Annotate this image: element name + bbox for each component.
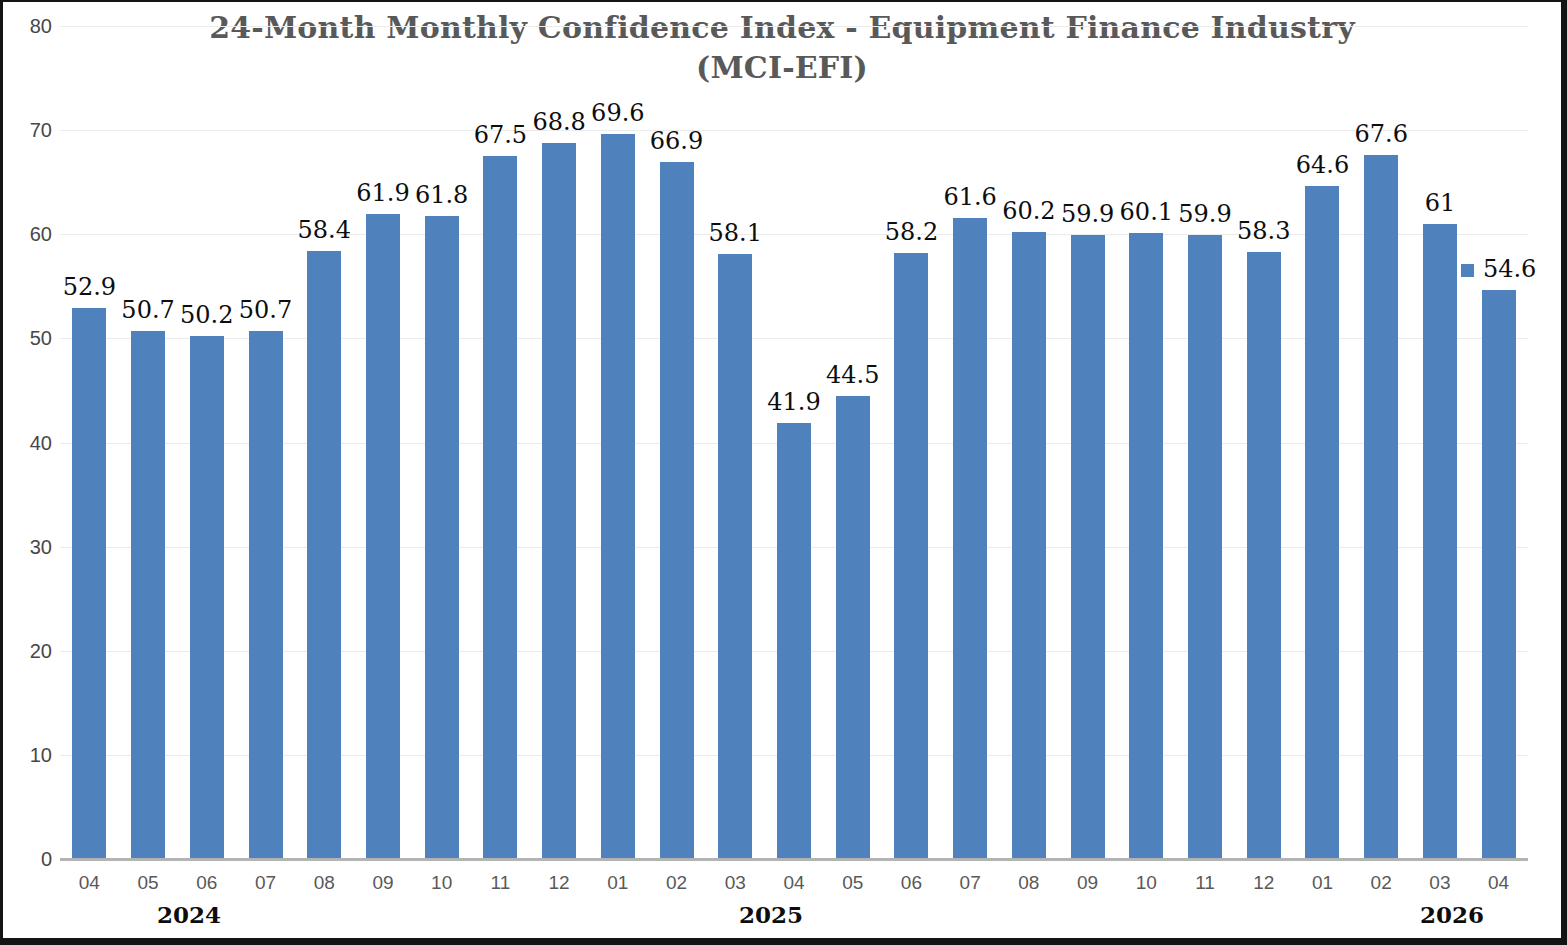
bar-10-18 (1129, 233, 1163, 859)
x-tick-label-02-10: 02 (647, 872, 707, 894)
y-axis-tick-label-60: 60 (6, 223, 52, 246)
y-axis-tick-label-70: 70 (6, 119, 52, 142)
y-axis-tick-label-0: 0 (6, 848, 52, 871)
x-tick-label-06-14: 06 (881, 872, 941, 894)
x-tick-label-01-9: 01 (588, 872, 648, 894)
bar-03-23 (1423, 224, 1457, 859)
x-tick-label-10-6: 10 (412, 872, 472, 894)
x-tick-label-12-8: 12 (529, 872, 589, 894)
bar-04-24 (1482, 290, 1516, 859)
bar-value-label: 61 (1375, 189, 1505, 217)
bar-value-label: 67.6 (1316, 120, 1446, 148)
year-label-2026: 2026 (1392, 901, 1512, 928)
y-axis-tick-label-40: 40 (6, 431, 52, 454)
x-tick-label-09-17: 09 (1058, 872, 1118, 894)
x-tick-label-06-2: 06 (177, 872, 237, 894)
bar-04-12 (777, 423, 811, 859)
x-tick-label-05-1: 05 (118, 872, 178, 894)
x-tick-label-08-16: 08 (999, 872, 1059, 894)
bar-value-label: 58.1 (670, 219, 800, 247)
bar-01-9 (601, 134, 635, 859)
bar-11-19 (1188, 235, 1222, 859)
x-tick-label-04-0: 04 (59, 872, 119, 894)
bar-06-14 (894, 253, 928, 859)
bar-05-13 (836, 396, 870, 859)
x-tick-label-11-19: 11 (1175, 872, 1235, 894)
y-axis-tick-label-10: 10 (6, 743, 52, 766)
x-tick-label-04-24: 04 (1469, 872, 1529, 894)
bar-11-7 (483, 156, 517, 859)
x-tick-label-08-4: 08 (294, 872, 354, 894)
bar-01-21 (1305, 186, 1339, 859)
x-tick-label-09-5: 09 (353, 872, 413, 894)
x-tick-label-12-20: 12 (1234, 872, 1294, 894)
bar-09-17 (1071, 235, 1105, 859)
x-tick-label-03-23: 03 (1410, 872, 1470, 894)
x-tick-label-10-18: 10 (1116, 872, 1176, 894)
y-axis-tick-label-30: 30 (6, 535, 52, 558)
gridline-80 (60, 26, 1528, 27)
bar-03-11 (718, 254, 752, 859)
legend-key-icon (1461, 264, 1474, 277)
bar-value-label: 54.6 (1434, 255, 1564, 283)
bar-12-20 (1247, 252, 1281, 859)
bar-09-5 (366, 214, 400, 859)
x-tick-label-05-13: 05 (823, 872, 883, 894)
y-axis-tick-label-20: 20 (6, 639, 52, 662)
bar-08-16 (1012, 232, 1046, 859)
bar-08-4 (307, 251, 341, 859)
chart-frame: 24-Month Monthly Confidence Index - Equi… (0, 0, 1567, 945)
y-axis-tick-label-80: 80 (6, 15, 52, 38)
bar-02-10 (660, 162, 694, 859)
x-axis-line (60, 858, 1528, 861)
bar-10-6 (425, 216, 459, 859)
plot-area: 0102030405060708052.950.750.250.758.461.… (60, 26, 1528, 859)
bar-05-1 (131, 331, 165, 859)
bar-02-22 (1364, 155, 1398, 859)
bar-12-8 (542, 143, 576, 859)
x-tick-label-03-11: 03 (705, 872, 765, 894)
x-tick-label-07-3: 07 (236, 872, 296, 894)
x-tick-label-11-7: 11 (470, 872, 530, 894)
bar-value-label: 69.6 (553, 99, 683, 127)
x-tick-label-02-22: 02 (1351, 872, 1411, 894)
bar-06-2 (190, 336, 224, 859)
x-tick-label-01-21: 01 (1292, 872, 1352, 894)
gridline-70 (60, 130, 1528, 131)
bar-value-label: 66.9 (612, 127, 742, 155)
y-axis-tick-label-50: 50 (6, 327, 52, 350)
year-label-2024: 2024 (129, 901, 249, 928)
x-tick-label-04-12: 04 (764, 872, 824, 894)
x-tick-label-07-15: 07 (940, 872, 1000, 894)
bar-07-3 (249, 331, 283, 859)
bar-07-15 (953, 218, 987, 859)
year-label-2025: 2025 (711, 901, 831, 928)
bar-04-0 (72, 308, 106, 859)
